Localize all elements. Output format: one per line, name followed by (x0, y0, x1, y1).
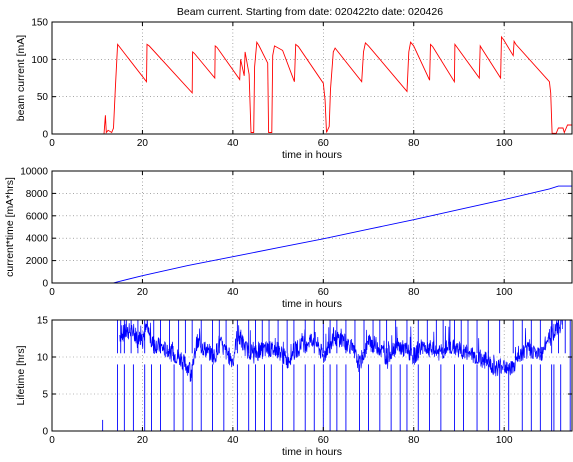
x-axis-label: time in hours (282, 446, 342, 458)
x-tick-label: 20 (137, 435, 149, 446)
y-tick-label: 0 (42, 279, 48, 290)
x-tick-label: 60 (318, 435, 330, 446)
y-tick-label: 50 (37, 92, 49, 103)
y-tick-label: 15 (37, 316, 49, 327)
y-tick-label: 10 (37, 353, 49, 364)
y-axis-label: beam current [mA] (15, 35, 27, 121)
x-tick-label: 40 (227, 435, 239, 446)
y-tick-label: 0 (42, 427, 48, 438)
x-tick-label: 40 (227, 138, 239, 149)
y-axis-label: current*time [mA*hrs] (4, 177, 16, 277)
x-tick-label: 0 (49, 435, 55, 446)
x-tick-label: 80 (408, 435, 420, 446)
x-tick-label: 100 (496, 287, 513, 298)
y-tick-label: 0 (42, 130, 48, 141)
y-tick-label: 4000 (26, 234, 49, 245)
x-tick-label: 20 (137, 138, 149, 149)
beam-current-series-line (74, 35, 572, 134)
y-tick-label: 150 (31, 18, 48, 29)
x-axis-label: time in hours (282, 298, 342, 310)
lifetime-panel: 0 20 40 60 80 100 0 5 10 15 time in hours Lifetime … (15, 316, 573, 458)
y-axis-label: Lifetime [hrs] (15, 345, 27, 405)
x-tick-label: 20 (137, 287, 149, 298)
beam-current-panel: 0 20 40 60 80 100 0 50 100 150 time in hours beam c… (15, 18, 573, 161)
lifetime-series-line (119, 320, 563, 382)
x-tick-label: 0 (49, 138, 55, 149)
integrated-current-panel: 0 20 40 60 80 100 0 2000 4000 6000 8000 10000 time i… (4, 167, 573, 310)
y-tick-label: 100 (31, 55, 48, 66)
y-tick-label: 2000 (26, 256, 49, 267)
y-tick-label: 10000 (20, 167, 48, 178)
x-tick-label: 60 (318, 138, 330, 149)
axes-frame (51, 319, 573, 432)
y-tick-label: 8000 (26, 189, 49, 200)
x-tick-label: 80 (408, 138, 420, 149)
x-axis-label: time in hours (282, 149, 342, 161)
y-tick-label: 6000 (26, 211, 49, 222)
integrated-current-series-line (52, 185, 572, 283)
x-tick-label: 40 (227, 287, 239, 298)
y-tick-label: 5 (42, 390, 48, 401)
axes-frame (51, 21, 573, 135)
figure-title: Beam current. Starting from date: 020422… (177, 6, 443, 18)
x-tick-label: 60 (318, 287, 330, 298)
x-tick-label: 100 (496, 138, 513, 149)
x-tick-label: 80 (408, 287, 420, 298)
axes-frame (51, 170, 573, 284)
x-tick-label: 100 (496, 435, 513, 446)
x-tick-label: 0 (49, 287, 55, 298)
